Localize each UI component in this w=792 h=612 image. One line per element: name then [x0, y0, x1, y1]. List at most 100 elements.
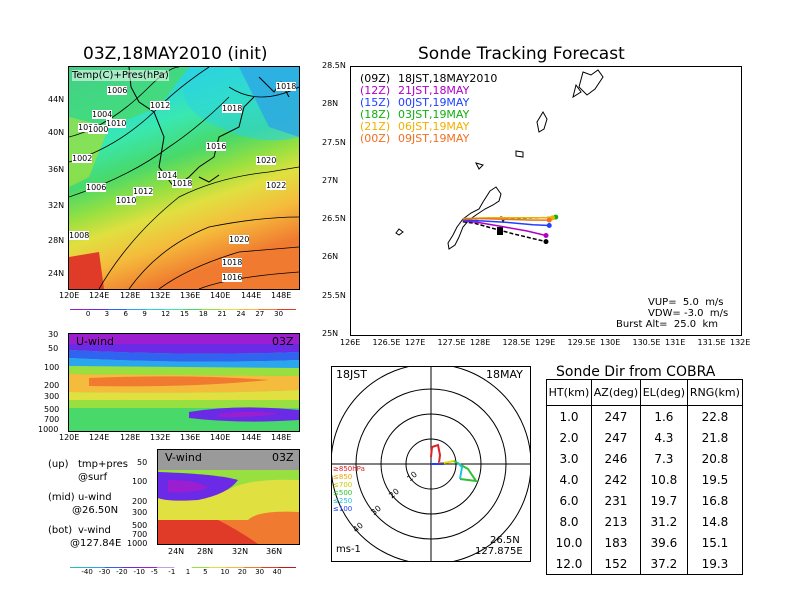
track-lon-tick: 126.5E [372, 338, 401, 347]
track-lat-tick: 27.5N [322, 137, 346, 147]
map-lon-tick: 140E [210, 291, 231, 300]
u-wind-label: U-wind [76, 335, 115, 348]
track-legend-code: (18Z) [360, 108, 391, 121]
table-cell: 4.3 [639, 427, 688, 448]
wind-colorbar-tick: -30 [98, 568, 111, 576]
table-cell: 242 [590, 469, 641, 490]
temperature-pressure-map [68, 66, 300, 290]
v-wind-label: V-wind [165, 451, 202, 464]
hodo-time: 18JST [336, 368, 367, 381]
track-lat-tick: 26.5N [322, 214, 346, 224]
hodo-legend-item: ≥850hPa [333, 465, 365, 473]
temperature-colorbar-svg [70, 309, 296, 310]
table-cell: 19.5 [686, 469, 744, 490]
v-pressure-tick: 100 [132, 477, 148, 486]
u-lon-tick: 128E [120, 433, 141, 442]
wind-colorbar-swatch [87, 567, 106, 568]
hodo-legend-item: ≤850 [333, 473, 353, 481]
table-cell: 19.3 [686, 553, 744, 575]
note-text: u-wind [78, 492, 112, 503]
table-cell: 247 [590, 405, 641, 427]
wind-colorbar-swatch [122, 567, 141, 568]
wind-colorbar-tick: 20 [237, 568, 247, 576]
wind-colorbar-tick: -5 [150, 568, 158, 576]
v-pressure-tick: 1000 [127, 539, 148, 548]
note-text: v-wind [78, 525, 111, 536]
col-header-rng: RNG(km) [686, 379, 744, 406]
hodo-unit: ms-1 [336, 544, 361, 555]
left-title: 03Z,18MAY2010 (init) [83, 44, 268, 64]
table-row: 2.0 247 4.3 21.8 [546, 427, 744, 448]
contour-label: 1010 [116, 196, 137, 205]
temperature-colorbar-tick: 9 [142, 310, 147, 318]
wind-colorbar-swatch [104, 567, 123, 568]
temperature-colorbar-swatch [183, 309, 203, 310]
table-cell: 3.0 [546, 448, 592, 469]
u-lon-tick: 136E [180, 433, 201, 442]
hodograph-svg [332, 367, 530, 561]
wind-colorbar-svg [70, 567, 296, 568]
contour-label: 1012 [150, 101, 171, 110]
contour-label: 1000 [88, 125, 109, 134]
wind-colorbar-tick: 40 [272, 568, 282, 576]
temperature-colorbar-tick: 18 [198, 310, 208, 318]
u-pressure-tick: 200 [44, 381, 60, 390]
track-end-point [546, 217, 552, 223]
hodograph [331, 366, 531, 562]
v-pressure-tick: 700 [132, 530, 148, 539]
map-lon-tick: 148E [271, 291, 292, 300]
wind-colorbar-tick: 1 [185, 568, 191, 576]
u-lon-tick: 120E [59, 433, 80, 442]
contour-label: 1012 [133, 187, 154, 196]
track-lon-tick: 128E [470, 338, 491, 347]
wind-colorbar-swatch [261, 567, 280, 568]
contour-label: 1020 [229, 235, 250, 244]
temperature-colorbar-swatch [239, 309, 259, 310]
v-pressure-tick: 50 [137, 458, 148, 467]
v-pressure-tick: 500 [132, 521, 148, 530]
contour-label: 1018 [222, 258, 243, 267]
table-cell: 231 [590, 490, 641, 511]
wind-colorbar-tick: -10 [133, 568, 145, 576]
track-legend-code: (12Z) [360, 84, 391, 97]
contour-label: 1018 [276, 82, 297, 91]
track-series-line [462, 220, 547, 237]
wind-colorbar-swatch [174, 567, 193, 568]
contour-label: 1022 [266, 181, 287, 190]
temperature-colorbar-swatch [201, 309, 222, 310]
wind-colorbar-swatch [278, 567, 296, 568]
track-lon-tick: 126E [340, 338, 361, 347]
track-lon-tick: 130E [600, 338, 621, 347]
temperature-colorbar-tick: 21 [217, 310, 227, 318]
u-lon-tick: 140E [210, 433, 231, 442]
v-lat-tick: 24N [168, 547, 185, 556]
wind-colorbar-tick: -20 [116, 568, 128, 576]
track-legend-text: 03JST,19MAY [398, 108, 470, 121]
map-lat-tick: 24N [48, 269, 65, 278]
table-row: 12.0 152 37.2 19.3 [546, 553, 744, 575]
temperature-map-svg [69, 67, 299, 289]
map-lat-tick: 32N [48, 201, 65, 210]
table-cell: 16.8 [686, 490, 744, 511]
contour-label: 1008 [69, 231, 90, 240]
map-lon-tick: 144E [241, 291, 262, 300]
wind-colorbar-swatch [191, 567, 210, 568]
track-lon-tick: 127E [405, 338, 426, 347]
map-lat-tick: 28N [48, 236, 65, 245]
table-row: 3.0 246 7.3 20.8 [546, 448, 744, 469]
table-cell: 19.7 [639, 490, 688, 511]
map-lat-tick: 40N [48, 128, 65, 137]
temperature-colorbar-swatch [220, 309, 240, 310]
temperature-colorbar-swatch [164, 309, 184, 310]
track-lat-tick: 27N [322, 175, 339, 185]
table-cell: 152 [590, 553, 641, 575]
v-wind-svg [158, 450, 299, 544]
temperature-colorbar-tick: 27 [255, 310, 265, 318]
wind-colorbar-tick: -1 [168, 568, 176, 576]
wind-colorbar-swatch [139, 567, 158, 568]
contour-label: 1020 [256, 156, 277, 165]
sonde-dir-title: Sonde Dir from COBRA [556, 364, 716, 380]
contour-label: 1004 [92, 110, 113, 119]
contour-label: 1002 [72, 154, 93, 163]
temperature-colorbar-tick: 30 [274, 310, 284, 318]
